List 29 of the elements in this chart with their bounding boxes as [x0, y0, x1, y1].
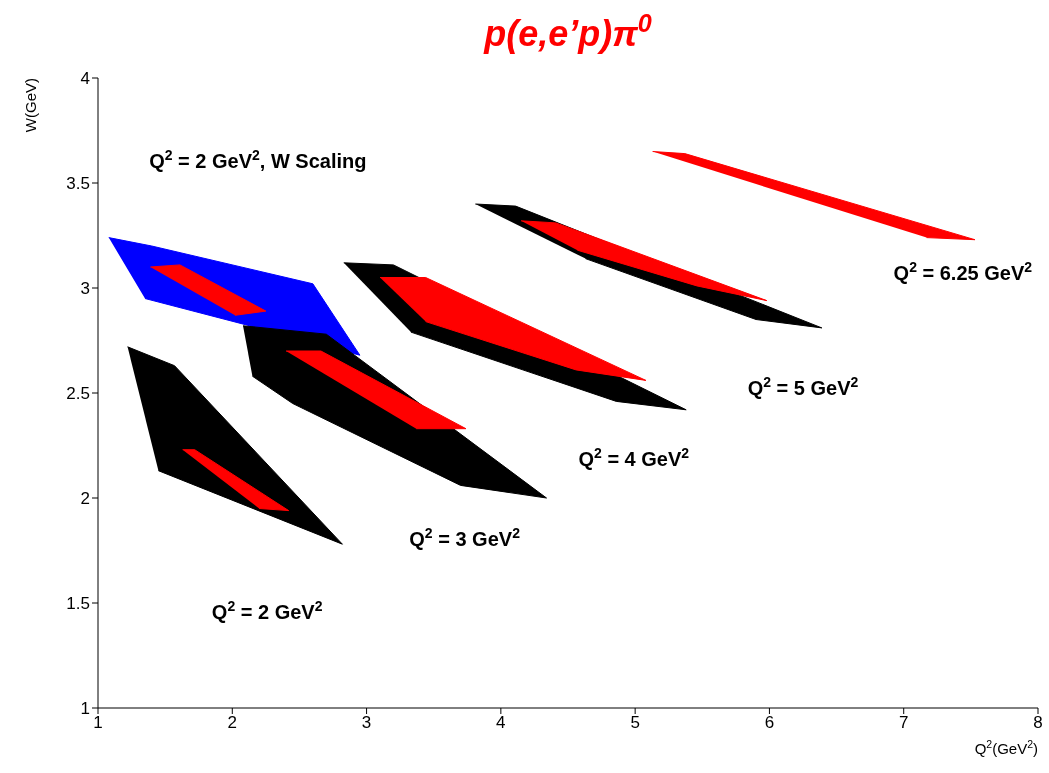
- x-tick-label: 1: [93, 713, 103, 733]
- line-series: [379, 277, 647, 381]
- y-tick-label: 4: [80, 69, 90, 89]
- line-series: [520, 220, 768, 302]
- annotation: Q$^{2}$ = 2 GeV$^{2}$, W Scaling: [149, 147, 367, 172]
- x-tick-label: 4: [496, 713, 506, 733]
- x-tick-label: 2: [227, 713, 238, 733]
- y-tick-label: 1: [80, 699, 90, 719]
- line-series: [127, 346, 343, 545]
- y-tick-label: 1.5: [66, 594, 90, 614]
- x-tick-label: 8: [1033, 713, 1043, 733]
- y-axis-title: W(GeV): [22, 78, 39, 133]
- y-tick-label: 2: [80, 489, 90, 509]
- annotation: Q$^{2}$ = 2 GeV$^{2}$: [211, 598, 323, 624]
- line-series: [149, 264, 267, 316]
- x-tick-label: 3: [361, 713, 372, 733]
- annotation: Q$^{2}$ = 3 GeV$^{2}$: [409, 524, 521, 550]
- x-tick-label: 7: [898, 713, 909, 733]
- chart-title: p(e,e’p)π$^{0}$: [483, 9, 652, 54]
- x-axis-title: Q$^{2}$(GeV$^{2}$): [974, 738, 1038, 757]
- annotation: Q$^{2}$ = 6.25 GeV$^{2}$: [893, 259, 1033, 284]
- x-tick-label: 6: [764, 713, 775, 733]
- x-tick-label: 5: [630, 713, 640, 733]
- annotation: Q$^{2}$ = 4 GeV$^{2}$: [578, 444, 690, 470]
- y-tick-label: 3: [80, 279, 90, 299]
- y-tick-label: 2.5: [66, 384, 90, 404]
- annotation: Q$^{2}$ = 5 GeV$^{2}$: [747, 374, 859, 400]
- line-series: [652, 151, 976, 241]
- y-tick-label: 3.5: [66, 174, 90, 194]
